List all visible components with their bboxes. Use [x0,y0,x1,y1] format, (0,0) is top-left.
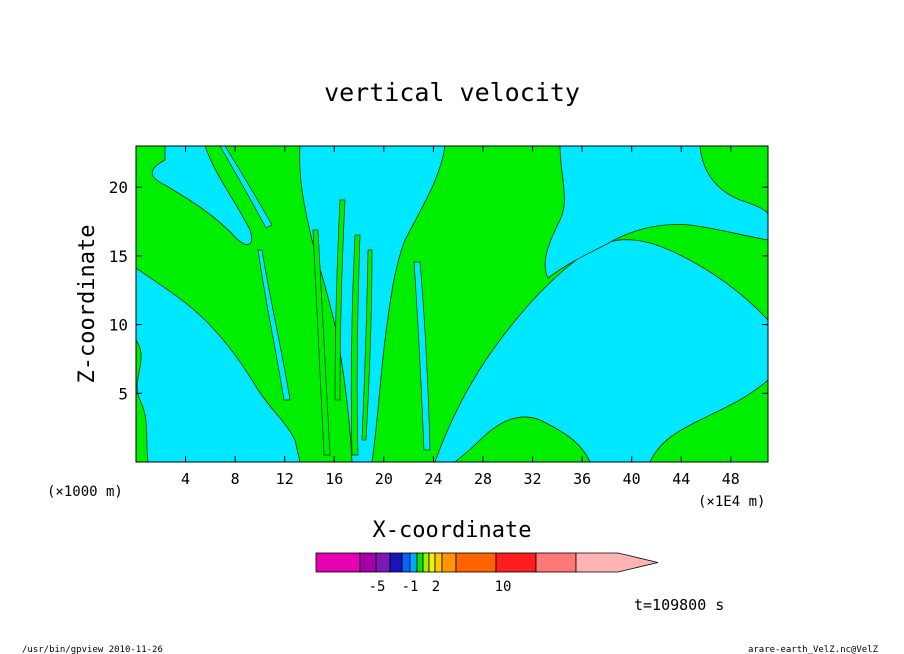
colorbar-tick-label: -1 [402,579,419,595]
colorbar-swatch [315,552,361,573]
colorbar-arrow [575,552,659,573]
colorbar-swatch [401,552,411,573]
x-unit-left: (×1000 m) [47,484,123,500]
x-tick-label: 16 [325,470,343,488]
contour-cyan-upper-left [151,146,253,246]
colorbar-swatch [375,552,391,573]
colorbar-tick-label: 2 [432,579,440,595]
x-tick-label: 32 [524,470,542,488]
time-label: t=109800 s [634,596,724,614]
x-tick-label: 28 [474,470,492,488]
y-tick-label: 5 [118,384,128,403]
x-axis-label: X-coordinate [373,518,532,543]
contour-cyan-top-right [544,146,768,279]
x-axis: 4 8 12 16 20 24 28 32 36 40 44 48 [181,146,740,488]
y-tick-label: 20 [109,178,128,197]
y-tick-label: 10 [109,316,128,335]
x-tick-label: 48 [722,470,740,488]
x-tick-label: 4 [181,470,190,488]
colorbar-swatch [535,552,577,573]
contour-band-4 [334,199,346,401]
colorbar-ticks: -5 -1 2 10 [369,579,512,595]
colorbar [315,552,659,573]
colorbar-swatch [434,552,443,573]
colorbar-tick-label: 10 [495,579,512,595]
footer-left: /usr/bin/gpview 2010-11-26 [22,645,163,654]
x-tick-label: 24 [424,470,442,488]
contour-band-7 [219,146,273,229]
colorbar-swatch [416,552,424,573]
x-unit-right: (×1E4 m) [698,494,765,510]
y-axis-label: Z-coordinate [75,225,100,384]
colorbar-swatch [441,552,457,573]
x-tick-label: 36 [573,470,591,488]
contour-band-1 [257,249,291,401]
contour-band-6 [413,261,431,451]
colorbar-swatch [495,552,537,573]
y-axis: 5 10 15 20 [109,178,768,403]
chart-title: vertical velocity [324,78,580,107]
colorbar-swatch [359,552,377,573]
contour-fill [136,146,768,462]
contour-band-5 [361,249,373,441]
colorbar-swatch [455,552,497,573]
colorbar-swatch [389,552,403,573]
colorbar-swatch [409,552,418,573]
colorbar-swatch [422,552,430,573]
y-tick-label: 15 [109,247,128,266]
contour-band-2 [312,229,331,456]
colorbar-swatch [428,552,436,573]
colorbar-tick-label: -5 [369,579,386,595]
contour-band-3 [350,234,361,456]
footer-right: arare-earth_VelZ.nc@VelZ [748,645,879,654]
x-tick-label: 44 [672,470,690,488]
x-tick-label: 8 [231,470,240,488]
x-tick-label: 20 [375,470,393,488]
x-tick-label: 40 [623,470,641,488]
x-tick-label: 12 [276,470,294,488]
plot-frame [135,145,769,463]
